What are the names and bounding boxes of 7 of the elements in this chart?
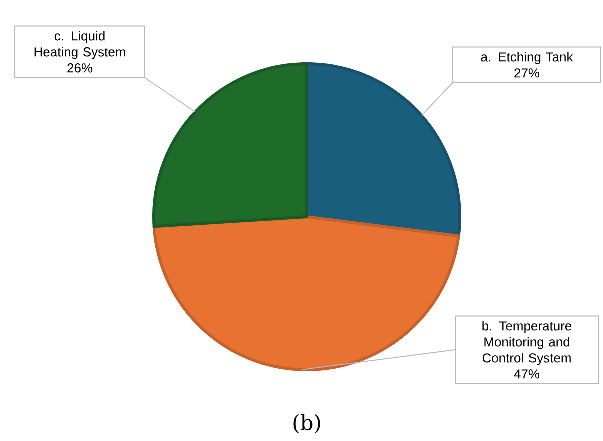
data-label: 26% (68, 64, 93, 73)
slice-label: a. Etching Tank (481, 52, 574, 64)
data-label: 47% (514, 370, 540, 379)
slice-label: b. Temperature Monitoring and Control System (482, 321, 572, 366)
slice-label: c. Liquid Heating System (34, 31, 126, 60)
text: (b) (294, 414, 320, 434)
data-label: 27% (514, 68, 540, 78)
